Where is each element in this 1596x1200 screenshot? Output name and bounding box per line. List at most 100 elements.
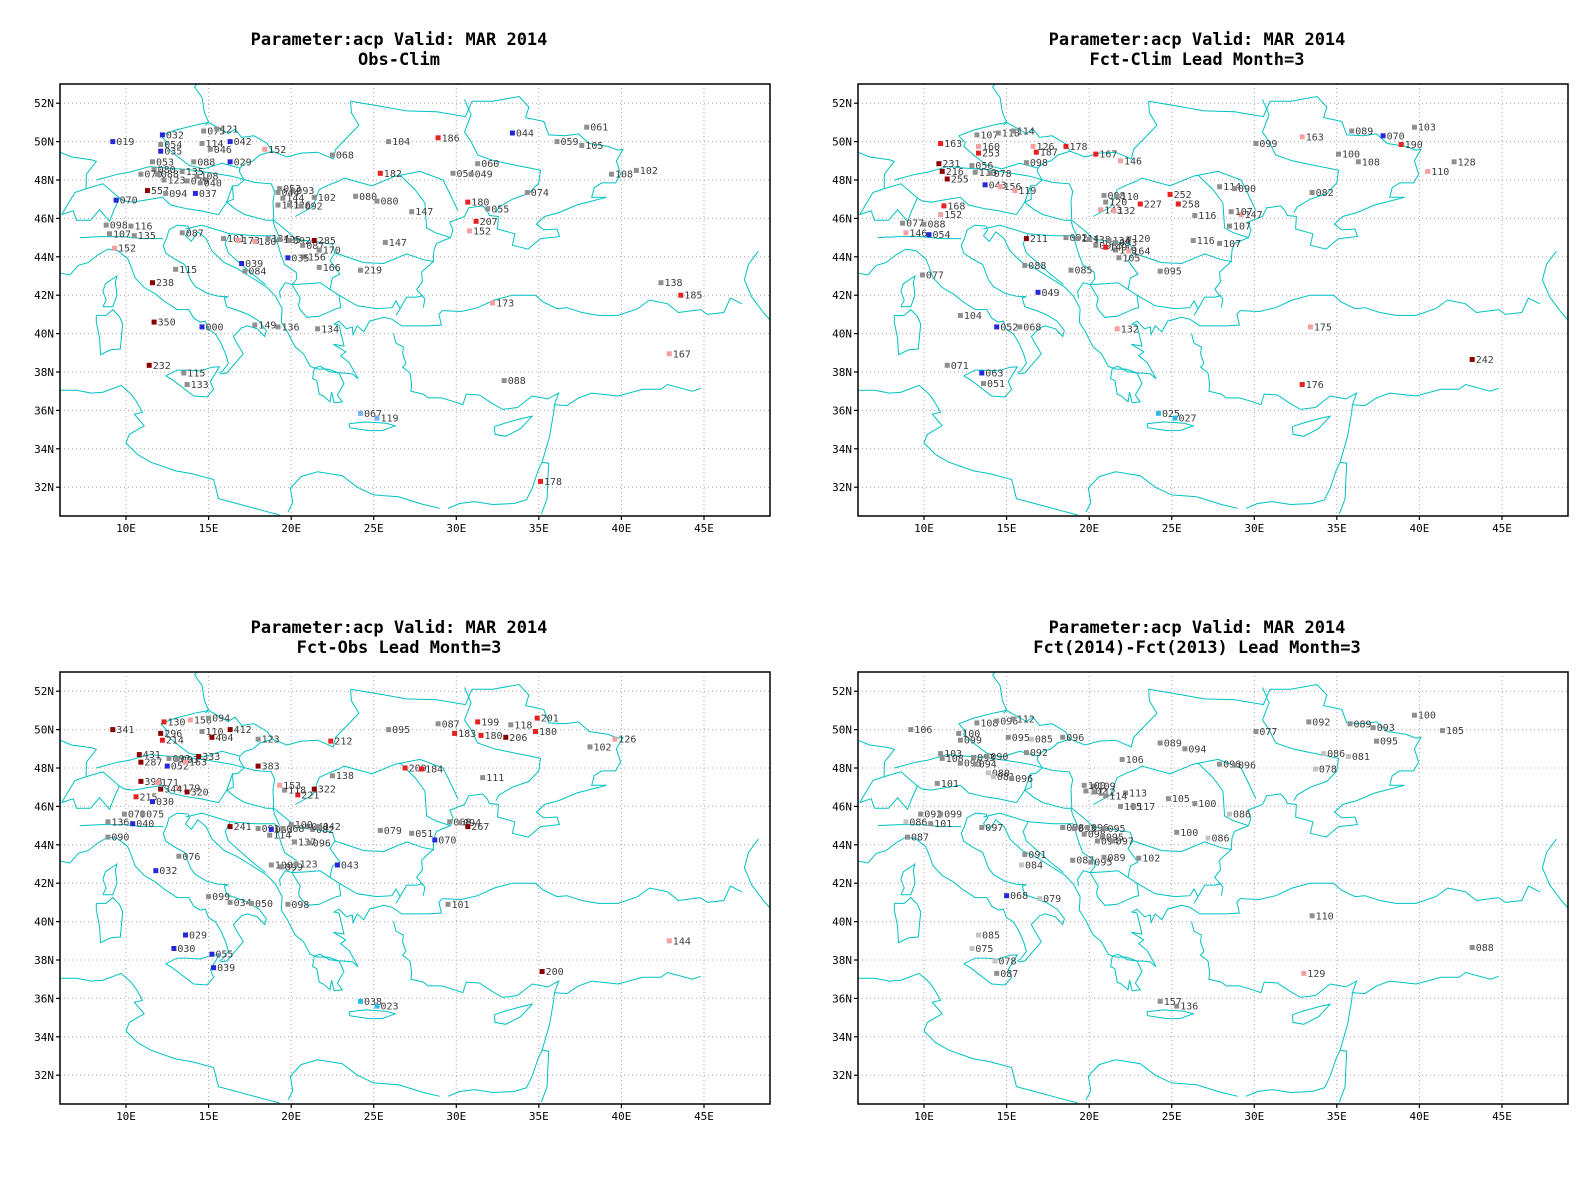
station-marker	[154, 171, 160, 177]
station-marker	[475, 719, 481, 725]
station-value: 086	[909, 817, 927, 828]
station-marker	[982, 182, 988, 188]
station-value: 055	[491, 204, 509, 215]
lat-tick-label: 52N	[34, 685, 54, 698]
station-value: 075	[207, 127, 225, 138]
station-value: 100	[1198, 799, 1216, 810]
station-marker	[262, 146, 268, 152]
station-marker	[329, 152, 335, 158]
station-marker	[409, 209, 415, 215]
station-marker	[1009, 776, 1015, 782]
station-value: 115	[179, 265, 197, 276]
station-marker	[1070, 857, 1076, 863]
station-marker	[666, 938, 672, 944]
station-marker	[183, 759, 188, 765]
station-marker	[503, 734, 509, 740]
station-marker	[1068, 267, 1074, 273]
station-value: 110	[1121, 192, 1139, 203]
lon-tick-label: 40E	[1409, 1110, 1429, 1123]
station-value: 086	[1233, 810, 1251, 821]
station-value: 037	[199, 189, 217, 200]
station-marker	[485, 206, 491, 212]
station-value: 133	[191, 380, 209, 391]
station-marker	[275, 202, 281, 208]
station-marker	[1469, 357, 1475, 362]
map-frame	[857, 671, 1569, 1105]
station-value: 221	[301, 790, 319, 801]
station-value: 116	[1198, 211, 1216, 222]
lon-tick-label: 10E	[116, 1110, 136, 1123]
station-marker	[997, 184, 1003, 190]
station-marker	[984, 754, 990, 759]
station-marker	[227, 159, 233, 165]
station-marker	[1355, 159, 1361, 165]
station-value: 214	[166, 736, 184, 747]
station-marker	[490, 300, 496, 306]
station-marker	[315, 326, 321, 332]
station-value: 128	[1458, 157, 1476, 168]
station-marker	[158, 148, 164, 154]
lon-tick-label: 40E	[611, 1110, 631, 1123]
station-marker	[374, 198, 380, 204]
coastlines	[60, 84, 770, 516]
station-marker	[358, 410, 363, 416]
station-marker	[130, 821, 136, 827]
station-value: 100	[1180, 828, 1198, 839]
lon-tick-label: 45E	[1492, 1110, 1512, 1123]
station-marker	[235, 238, 241, 243]
station-marker	[1307, 324, 1313, 330]
station-marker	[107, 231, 112, 237]
station-value: 211	[1030, 234, 1048, 245]
station-marker	[1411, 124, 1417, 130]
lon-tick-label: 20E	[281, 522, 301, 535]
station-value: 089	[1164, 739, 1182, 750]
station-marker	[374, 415, 380, 421]
station-marker	[1028, 736, 1034, 742]
station-marker	[1205, 835, 1211, 841]
station-value: 095	[1106, 833, 1124, 844]
station-value: 132	[1117, 206, 1135, 217]
station-marker	[110, 727, 116, 733]
lat-tick-label: 34N	[832, 443, 852, 456]
station-value: 136	[111, 817, 129, 828]
station-marker	[1071, 826, 1077, 831]
lon-tick-label: 20E	[1079, 1110, 1099, 1123]
station-value: 431	[143, 750, 161, 761]
station-marker	[199, 729, 205, 734]
station-marker	[1126, 248, 1132, 254]
station-value: 166	[323, 263, 341, 274]
panel-fct-clim: Parameter:acp Valid: MAR 2014 Fct-Clim L…	[798, 10, 1596, 598]
lat-tick-label: 36N	[832, 992, 852, 1005]
station-marker	[1118, 158, 1123, 164]
lat-tick-label: 36N	[34, 992, 54, 1005]
station-marker	[285, 255, 291, 261]
station-marker	[1253, 729, 1259, 734]
station-marker	[151, 319, 157, 325]
station-value: 098	[1088, 830, 1106, 841]
station-marker	[113, 197, 119, 203]
station-marker	[972, 169, 978, 175]
station-value: 187	[1040, 148, 1058, 159]
lon-tick-label: 20E	[1079, 522, 1099, 535]
station-value: 120	[1109, 198, 1127, 209]
station-marker	[1085, 825, 1090, 830]
station-value: 117	[1137, 802, 1155, 813]
station-value: 227	[1144, 200, 1162, 211]
station-marker	[133, 794, 139, 800]
station-value: 215	[140, 792, 158, 803]
station-value: 093	[296, 186, 314, 197]
station-value: 050	[255, 899, 273, 910]
lon-tick-label: 35E	[1327, 522, 1347, 535]
station-marker	[926, 232, 932, 238]
station-value: 044	[516, 129, 534, 140]
station-value: 412	[234, 725, 252, 736]
station-value: 095	[1108, 824, 1126, 835]
station-value: 096	[1066, 733, 1084, 744]
station-value: 094	[979, 760, 997, 771]
station-marker	[197, 180, 203, 186]
station-value: 070	[1387, 131, 1405, 142]
station-value: 253	[982, 149, 1000, 160]
station-value: 032	[166, 130, 184, 141]
station-value: 090	[1238, 184, 1256, 195]
station-value: 242	[1476, 355, 1494, 366]
